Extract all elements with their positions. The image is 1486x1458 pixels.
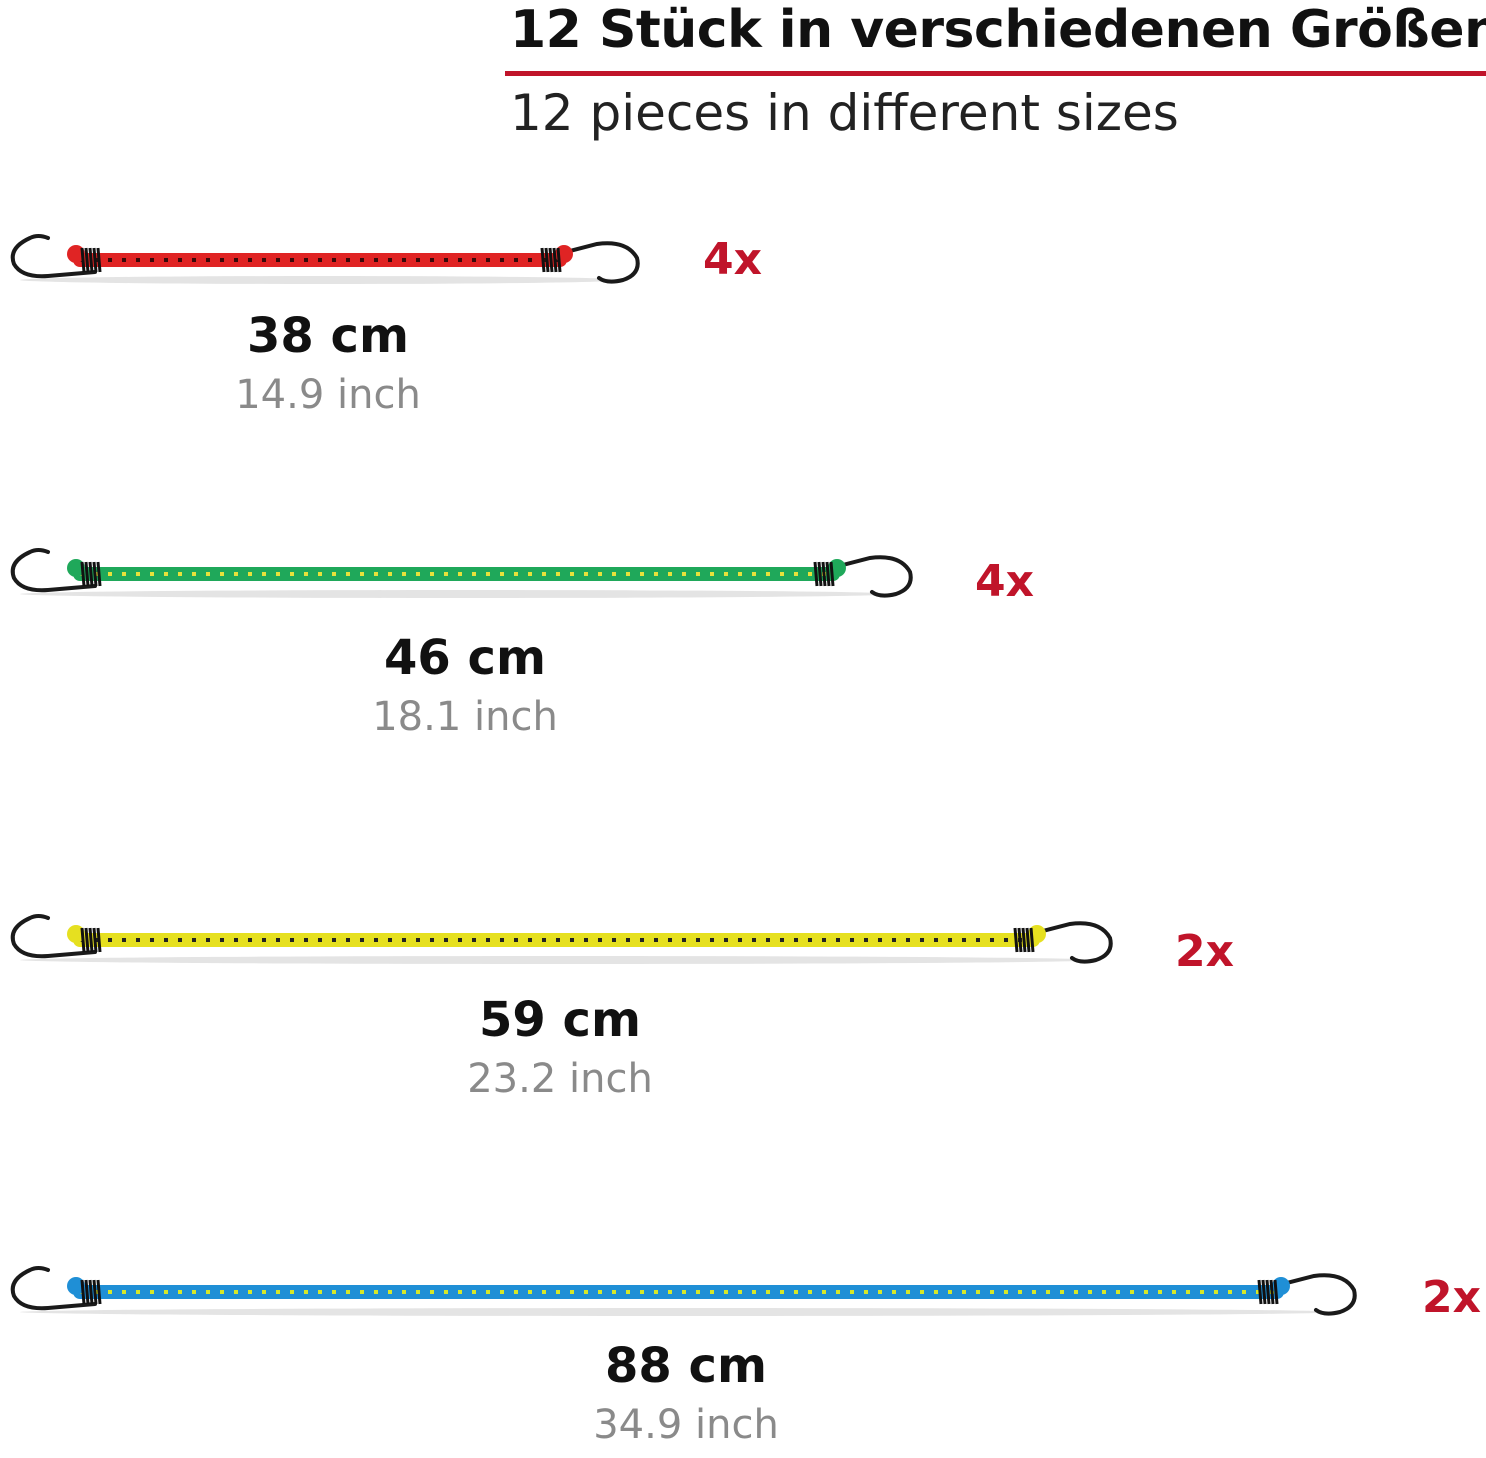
wrap-band bbox=[84, 247, 90, 273]
wrap-band bbox=[84, 1279, 90, 1305]
wrap-band bbox=[1261, 1279, 1267, 1305]
wrap-band bbox=[92, 927, 98, 953]
cord-shadow bbox=[20, 1308, 1342, 1316]
quantity-label: 2x bbox=[1422, 1272, 1481, 1323]
wrap-band bbox=[80, 927, 86, 953]
bungee-cord-59cm bbox=[10, 914, 1113, 964]
cord-shadow bbox=[20, 590, 898, 598]
length-cm-label: 46 cm bbox=[384, 630, 546, 686]
wrap-band bbox=[1013, 927, 1019, 953]
wrap-band bbox=[92, 561, 98, 587]
wrap-band bbox=[80, 561, 86, 587]
left-cap bbox=[67, 559, 85, 577]
wrap-band bbox=[1273, 1279, 1279, 1305]
wrap-band bbox=[96, 1279, 102, 1305]
wrap-band bbox=[1269, 1279, 1275, 1305]
length-cm-label: 59 cm bbox=[479, 992, 641, 1048]
wrap-band bbox=[96, 247, 102, 273]
title-german: 12 Stück in verschiedenen Größen bbox=[510, 0, 1486, 60]
quantity-label: 4x bbox=[975, 556, 1034, 607]
wrap-band bbox=[556, 247, 562, 273]
bungee-cord-38cm bbox=[10, 234, 640, 284]
bungee-cord-88cm bbox=[10, 1266, 1357, 1316]
wrap-band bbox=[552, 247, 558, 273]
length-cm-label: 38 cm bbox=[247, 308, 409, 364]
wrap-band bbox=[84, 927, 90, 953]
wrap-band bbox=[88, 247, 94, 273]
title-divider bbox=[505, 71, 1486, 76]
length-inch-label: 23.2 inch bbox=[467, 1056, 653, 1102]
wrap-band bbox=[1025, 927, 1031, 953]
wrap-band bbox=[88, 561, 94, 587]
wrap-band bbox=[821, 561, 827, 587]
wrap-band bbox=[829, 561, 835, 587]
left-cap bbox=[67, 925, 85, 943]
bungee-cord-46cm bbox=[10, 548, 913, 598]
wrap-band bbox=[540, 247, 546, 273]
wrap-band bbox=[88, 1279, 94, 1305]
right-hook bbox=[806, 555, 913, 598]
wrap-band bbox=[544, 247, 550, 273]
cord-shadow bbox=[20, 276, 625, 284]
wrap-band bbox=[92, 247, 98, 273]
left-hook bbox=[10, 548, 97, 593]
left-cap bbox=[67, 245, 85, 263]
wrap-band bbox=[96, 561, 102, 587]
wrap-band bbox=[813, 561, 819, 587]
wrap-band bbox=[1029, 927, 1035, 953]
length-inch-label: 14.9 inch bbox=[235, 372, 421, 418]
wrap-band bbox=[92, 1279, 98, 1305]
wrap-band bbox=[817, 561, 823, 587]
right-hook bbox=[1250, 1273, 1357, 1316]
quantity-label: 4x bbox=[703, 234, 762, 285]
wrap-band bbox=[84, 561, 90, 587]
left-hook bbox=[10, 1266, 97, 1311]
wrap-band bbox=[825, 561, 831, 587]
wrap-band bbox=[548, 247, 554, 273]
wrap-band bbox=[1017, 927, 1023, 953]
wrap-band bbox=[96, 927, 102, 953]
left-hook bbox=[10, 914, 97, 959]
cord-shadow bbox=[20, 956, 1098, 964]
wrap-band bbox=[80, 247, 86, 273]
wrap-band bbox=[1021, 927, 1027, 953]
wrap-band bbox=[88, 927, 94, 953]
wrap-band bbox=[1257, 1279, 1263, 1305]
wrap-band bbox=[1265, 1279, 1271, 1305]
wrap-band bbox=[80, 1279, 86, 1305]
right-hook bbox=[1006, 921, 1113, 964]
title-english: 12 pieces in different sizes bbox=[510, 84, 1179, 142]
left-hook bbox=[10, 234, 97, 279]
length-inch-label: 18.1 inch bbox=[372, 694, 558, 740]
quantity-label: 2x bbox=[1175, 926, 1234, 977]
length-inch-label: 34.9 inch bbox=[593, 1402, 779, 1448]
right-hook bbox=[533, 241, 640, 284]
left-cap bbox=[67, 1277, 85, 1295]
length-cm-label: 88 cm bbox=[605, 1338, 767, 1394]
